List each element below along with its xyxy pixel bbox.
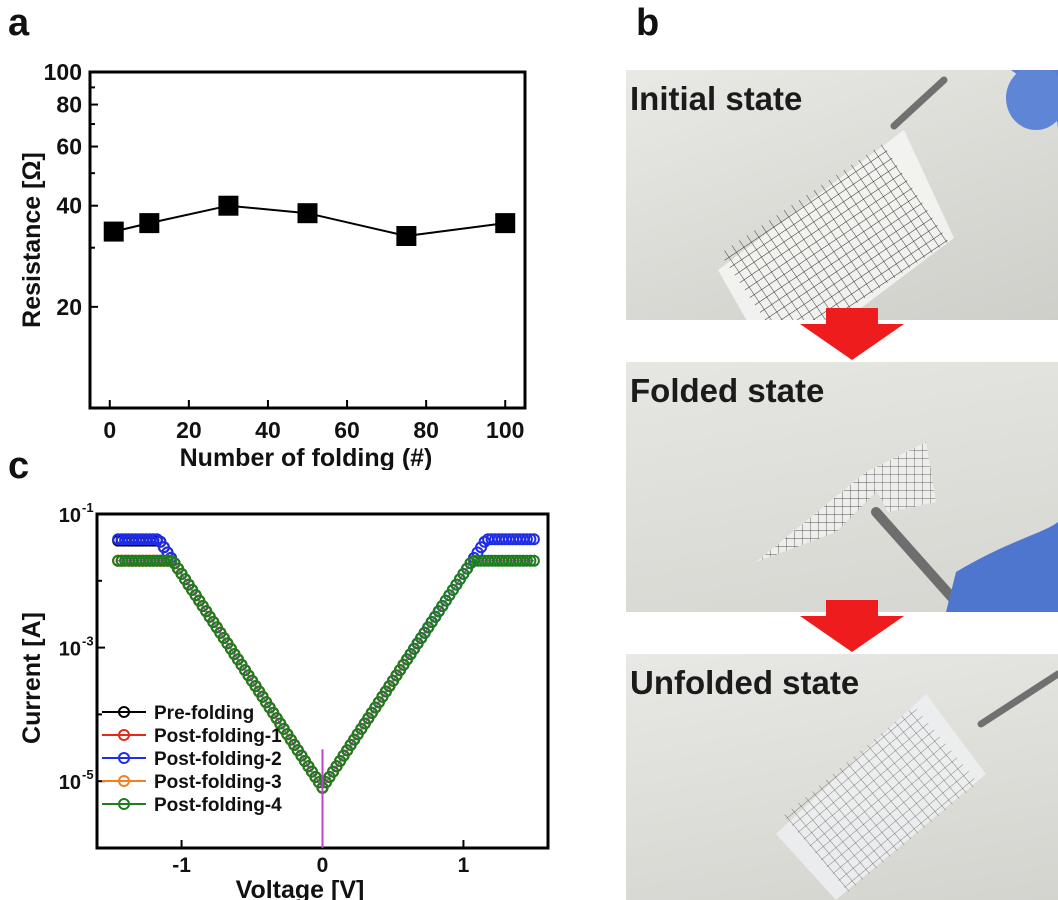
y-tick-label: 20 (56, 294, 82, 320)
data-point (524, 533, 537, 546)
y-tick-exponent: -3 (82, 634, 94, 649)
unfolded-mesh-sheet-image (776, 670, 1058, 900)
photo-initial-state: Initial state (626, 70, 1058, 320)
arrow-down-icon (800, 600, 904, 652)
initial-mesh-sheet-image (718, 70, 1058, 320)
data-point (527, 554, 540, 567)
data-point (161, 554, 174, 567)
data-point (520, 533, 533, 546)
y-tick-label: 80 (56, 92, 82, 118)
panel-c-letter: c (8, 445, 30, 487)
legend-label: Post-folding-2 (154, 749, 282, 770)
legend-marker (118, 706, 130, 718)
x-tick-label: 20 (176, 417, 202, 443)
data-point (520, 554, 533, 567)
chart-a-frame (88, 70, 527, 410)
photo-folded-state: Folded state (626, 362, 1058, 612)
data-point (297, 203, 318, 224)
data-point (218, 195, 239, 216)
data-point (524, 554, 537, 567)
x-tick-label: -1 (172, 854, 191, 877)
panel-a-letter: a (8, 2, 30, 44)
arrow-down-icon (800, 308, 904, 360)
photo-label-folded: Folded state (630, 372, 825, 409)
data-point (147, 533, 160, 546)
x-tick-label: 1 (458, 854, 470, 877)
legend-label: Post-folding-3 (154, 772, 282, 793)
legend-marker (118, 798, 130, 810)
legend-marker (118, 775, 130, 787)
chart-a-x-axis-label: Number of folding (#) (180, 444, 433, 470)
y-tick-label: 40 (56, 193, 82, 219)
y-tick-label: 10 (59, 639, 81, 661)
legend-label: Post-folding-1 (154, 726, 282, 747)
photo-label-initial: Initial state (630, 80, 803, 117)
folded-mesh-sheet-image (756, 442, 1058, 612)
chart-c-y-axis-label: Current [A] (18, 612, 46, 744)
panel-b-letter: b (636, 2, 660, 44)
chart-a-y-axis-label: Resistance [Ω] (18, 152, 46, 328)
data-point (527, 533, 540, 546)
x-tick-label: 0 (103, 417, 116, 443)
y-tick-label: 10 (59, 505, 81, 527)
y-tick-label: 60 (56, 134, 82, 160)
data-point (495, 213, 516, 234)
legend-label: Post-folding-4 (154, 795, 282, 816)
y-tick-exponent: -5 (82, 767, 94, 782)
data-point (157, 554, 170, 567)
y-tick-label: 10 (59, 772, 81, 794)
chart-a: 0 20 40 60 80 100 20 40 60 80 100 Number of foldin… (18, 59, 527, 470)
legend-label: Pre-folding (154, 703, 254, 724)
photo-unfolded-state: Unfolded state (626, 654, 1058, 900)
data-point (139, 213, 160, 234)
x-tick-label: 0 (317, 854, 329, 877)
data-point (103, 221, 124, 242)
x-tick-label: 60 (334, 417, 360, 443)
chart-c-x-axis-label: Voltage [V] (236, 876, 365, 900)
y-tick-label: 100 (44, 59, 82, 85)
x-tick-label: 100 (486, 417, 524, 443)
legend-marker (118, 729, 130, 741)
x-tick-label: 40 (255, 417, 281, 443)
y-tick-exponent: -1 (82, 500, 94, 515)
photo-label-unfolded: Unfolded state (630, 664, 860, 701)
data-point (396, 226, 417, 247)
chart-c: -1 0 110-510-310-1 Pre-foldingPost-folding… (18, 500, 550, 900)
data-point (143, 533, 156, 546)
x-tick-label: 80 (413, 417, 439, 443)
legend-marker (118, 752, 130, 764)
